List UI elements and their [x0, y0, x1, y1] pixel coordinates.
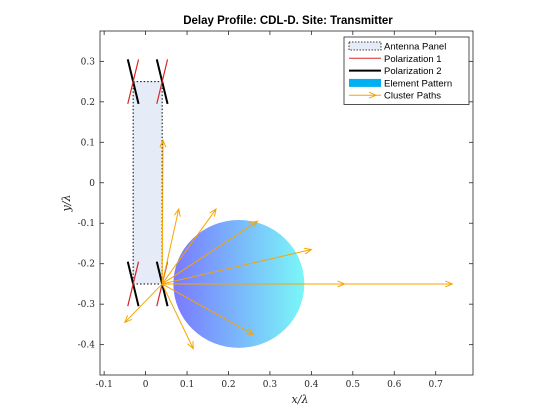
legend-item: Cluster Paths — [349, 91, 441, 102]
cluster-path-arrowhead — [159, 139, 167, 148]
x-tick-label: -0.1 — [95, 380, 112, 390]
cluster-path-line — [161, 208, 217, 285]
cluster-path-line — [161, 140, 164, 284]
x-tick-label: 0.4 — [304, 380, 319, 390]
x-tick-label: 0 — [143, 380, 149, 390]
y-axis-label: y/λ — [60, 195, 73, 213]
cluster-path — [162, 247, 313, 285]
polarization-1-dipole — [156, 59, 169, 104]
y-tick-label: 0.3 — [81, 57, 96, 67]
x-tick-label: 0.6 — [387, 380, 402, 390]
chart-title: Delay Profile: CDL-D. Site: Transmitter — [183, 15, 393, 27]
x-tick-label: 0.5 — [346, 380, 361, 390]
antenna-element — [155, 59, 169, 105]
legend-swatch-patch — [349, 78, 381, 87]
x-tick-label: 0.2 — [221, 380, 235, 390]
cluster-path-arrowhead — [337, 280, 346, 288]
cluster-path — [161, 283, 255, 336]
y-tick-label: 0 — [89, 179, 95, 189]
cluster-path-line — [161, 283, 194, 349]
cluster-path — [161, 220, 259, 285]
legend-label: Polarization 1 — [384, 54, 442, 65]
cluster-path-arrowhead — [245, 328, 255, 336]
cluster-path-arrowhead — [187, 341, 194, 350]
x-tick-label: 0.1 — [180, 380, 194, 390]
cluster-path-line — [161, 208, 180, 285]
legend-item: Antenna Panel — [348, 41, 446, 53]
cluster-path — [159, 139, 167, 284]
cluster-path-arrowhead — [209, 208, 217, 217]
x-axis-label: x/λ — [292, 393, 309, 406]
cluster-path — [162, 280, 454, 288]
legend-swatch-arrowhead — [368, 91, 378, 99]
y-tick-label: -0.2 — [78, 260, 95, 270]
cluster-path-arrowhead — [249, 220, 259, 228]
axes-box — [99, 30, 474, 376]
cluster-path — [161, 207, 181, 285]
antenna-element — [126, 59, 140, 105]
polarization-1-dipole — [127, 59, 140, 104]
antenna-element — [126, 261, 140, 307]
legend-item: Element Pattern — [349, 78, 452, 89]
y-tick-label: -0.3 — [78, 300, 96, 310]
axes-layer: -0.1 0 0.1 0.2 0.3 0.4 0.5 0.6 0.7 0.3 0.2 0.1 0 -0.1… — [78, 30, 474, 390]
legend-label: Element Pattern — [384, 78, 452, 89]
polarization-1-dipole — [127, 261, 140, 307]
cluster-path-arrowhead — [173, 207, 181, 217]
cluster-path-arrowhead — [123, 315, 133, 324]
cluster-path — [161, 208, 217, 285]
cluster-path-line — [124, 283, 163, 323]
legend-label: Antenna Panel — [384, 42, 446, 53]
y-tick-label: -0.4 — [78, 341, 96, 351]
cluster-path-line — [162, 249, 312, 285]
x-tick-label: 0.3 — [263, 380, 278, 390]
cluster-path — [123, 283, 163, 324]
plot-layer — [123, 59, 454, 350]
y-tick-label: 0.2 — [81, 98, 95, 108]
cluster-path-arrowhead — [303, 247, 313, 255]
cluster-path-arrowhead — [445, 280, 454, 288]
legend-label: Cluster Paths — [384, 91, 441, 102]
cluster-path-line — [161, 283, 254, 335]
legend-swatch-panel — [348, 41, 382, 51]
x-tick-label: 0.7 — [429, 380, 444, 390]
cluster-path-line — [161, 220, 258, 285]
antenna-panel — [132, 81, 163, 285]
legend-item: Polarization 1 — [349, 54, 442, 65]
y-tick-label: -0.1 — [78, 219, 95, 229]
cluster-path — [161, 283, 194, 350]
legend-item: Polarization 2 — [349, 66, 442, 77]
y-tick-label: 0.1 — [81, 138, 95, 148]
legend-label: Polarization 2 — [384, 66, 442, 77]
